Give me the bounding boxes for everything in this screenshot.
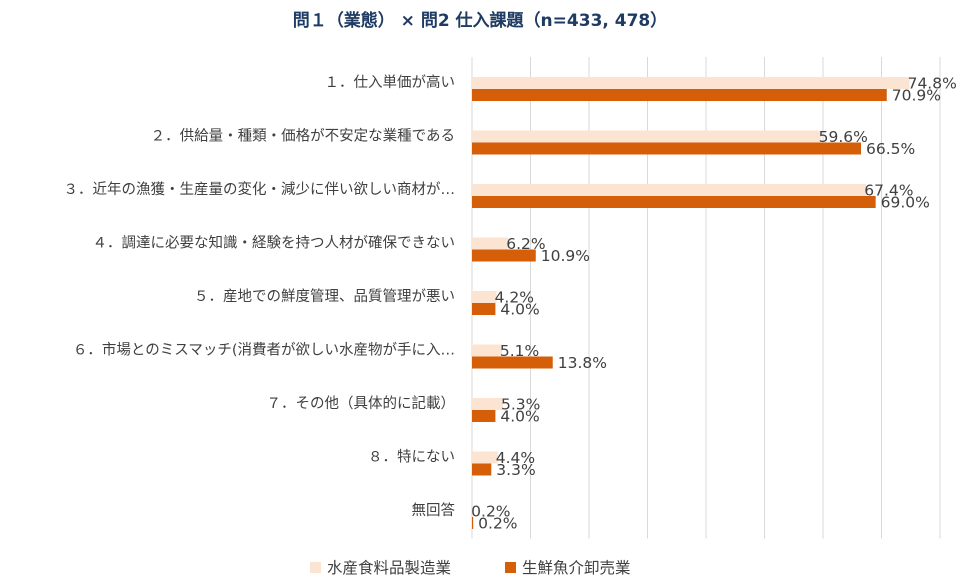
bar-wholesale — [472, 463, 492, 476]
chart-title: 問１（業態） × 問2 仕入課題（n=433, 478） — [293, 10, 668, 31]
bar-manufacturing — [472, 184, 867, 196]
data-label: 4.0% — [500, 301, 539, 319]
data-label: 4.0% — [500, 408, 539, 426]
category-label: ７．その他（具体的に記載） — [267, 395, 456, 412]
data-label: 67.4% — [864, 182, 913, 200]
bar-manufacturing — [472, 237, 509, 250]
category-label: ２．供給量・種類・価格が不安定な業種である — [151, 128, 455, 145]
bars — [472, 77, 910, 529]
data-label: 69.0% — [881, 194, 930, 212]
bar-manufacturing — [472, 130, 821, 143]
bar-wholesale — [472, 356, 553, 369]
bar-manufacturing — [472, 291, 497, 303]
category-label: ３．近年の漁獲・生産量の変化・減少に伴い欲しい商材が… — [64, 181, 456, 198]
data-labels: 74.8%70.9% 59.6%66.5% 67.4%69.0% 6.2%10.9% 4… — [471, 75, 957, 533]
category-labels: １．仕入単価が高い ２．供給量・種類・価格が不安定な業種である ３．近年の漁獲・生産… — [64, 74, 456, 519]
category-label: ８．特にない — [368, 449, 455, 466]
data-label: 5.1% — [500, 342, 539, 360]
bar-manufacturing — [472, 505, 474, 517]
data-label: 13.8% — [558, 354, 607, 372]
bar-wholesale — [472, 196, 876, 208]
category-label: ５．産地での鮮度管理、品質管理が悪い — [194, 287, 455, 305]
data-label: 66.5% — [866, 140, 915, 158]
data-label: 3.3% — [496, 461, 535, 479]
bar-manufacturing — [472, 451, 498, 464]
bar-wholesale — [472, 303, 496, 315]
legend-label: 水産食料品製造業 — [327, 559, 451, 577]
legend-swatch — [310, 562, 321, 573]
data-label: 4.4% — [496, 449, 535, 467]
data-label: 74.8% — [908, 75, 957, 93]
bar-wholesale — [472, 249, 536, 262]
data-label: 5.3% — [501, 396, 540, 414]
data-label: 59.6% — [819, 128, 868, 146]
legend: 水産食料品製造業 生鮮魚介卸売業 — [310, 559, 631, 577]
bar-manufacturing — [472, 344, 502, 357]
data-label: 4.2% — [495, 289, 534, 307]
bar-manufacturing — [472, 398, 504, 410]
bar-wholesale — [472, 89, 887, 101]
data-label: 70.9% — [892, 87, 941, 105]
data-label: 0.2% — [478, 515, 517, 533]
bar-manufacturing — [472, 77, 910, 89]
category-label: ６．市場とのミスマッチ(消費者が欲しい水産物が手に入… — [73, 342, 455, 359]
data-label: 0.2% — [471, 503, 510, 521]
legend-label: 生鮮魚介卸売業 — [522, 559, 631, 577]
category-label: １．仕入単価が高い — [325, 74, 456, 91]
gridlines — [471, 57, 941, 539]
legend-swatch — [505, 562, 516, 573]
category-label: ４．調達に必要な知識・経験を持つ人材が確保できない — [93, 235, 456, 252]
bar-wholesale — [472, 410, 496, 422]
bar-wholesale — [472, 517, 474, 529]
data-label: 10.9% — [541, 247, 590, 265]
category-label: 無回答 — [412, 502, 456, 519]
data-label: 6.2% — [506, 235, 545, 253]
bar-wholesale — [472, 142, 862, 155]
